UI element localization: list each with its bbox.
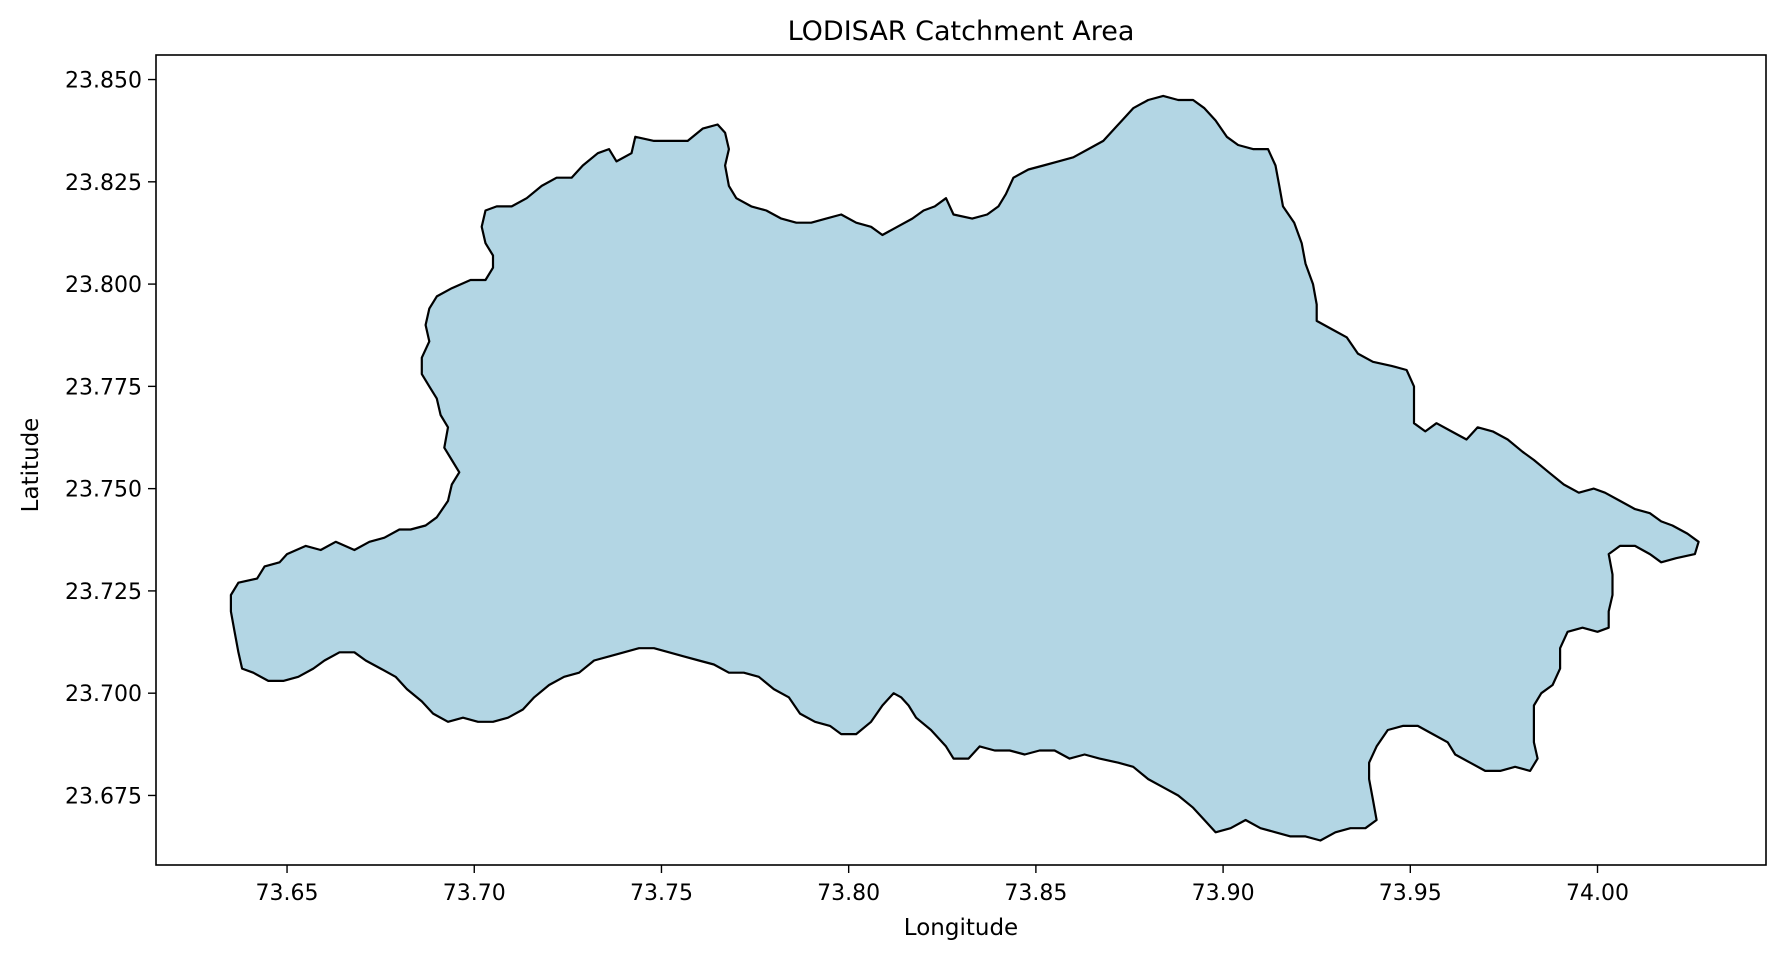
y-axis-label: Latitude bbox=[18, 418, 44, 513]
y-tick-label: 23.725 bbox=[65, 580, 142, 605]
plot-area bbox=[229, 94, 1700, 842]
x-tick-label: 73.90 bbox=[1192, 881, 1255, 906]
y-tick-label: 23.675 bbox=[65, 784, 142, 809]
map-title: LODISAR Catchment Area bbox=[788, 16, 1135, 47]
y-tick-label: 23.825 bbox=[65, 171, 142, 196]
x-tick-label: 73.95 bbox=[1379, 881, 1442, 906]
axes-frame bbox=[155, 54, 1767, 866]
x-axis-label: Longitude bbox=[904, 915, 1018, 941]
x-tick-label: 73.80 bbox=[817, 881, 880, 906]
y-tick-label: 23.700 bbox=[65, 682, 142, 707]
y-tick-label: 23.800 bbox=[65, 273, 142, 298]
y-tick-label: 23.775 bbox=[65, 375, 142, 400]
x-tick-label: 73.65 bbox=[256, 881, 319, 906]
x-axis-ticks: 73.65 73.70 73.75 73.80 73.85 73.90 73.95 74.00 bbox=[256, 865, 1629, 906]
y-axis-ticks: 23.675 23.700 23.725 23.750 23.775 23.800 23.8… bbox=[65, 69, 156, 809]
x-tick-label: 73.75 bbox=[630, 881, 693, 906]
y-tick-label: 23.750 bbox=[65, 478, 142, 503]
x-tick-label: 73.70 bbox=[443, 881, 506, 906]
x-tick-label: 73.85 bbox=[1004, 881, 1067, 906]
catchment-polygon bbox=[229, 94, 1700, 842]
y-tick-label: 23.850 bbox=[65, 69, 142, 94]
x-tick-label: 74.00 bbox=[1566, 881, 1629, 906]
